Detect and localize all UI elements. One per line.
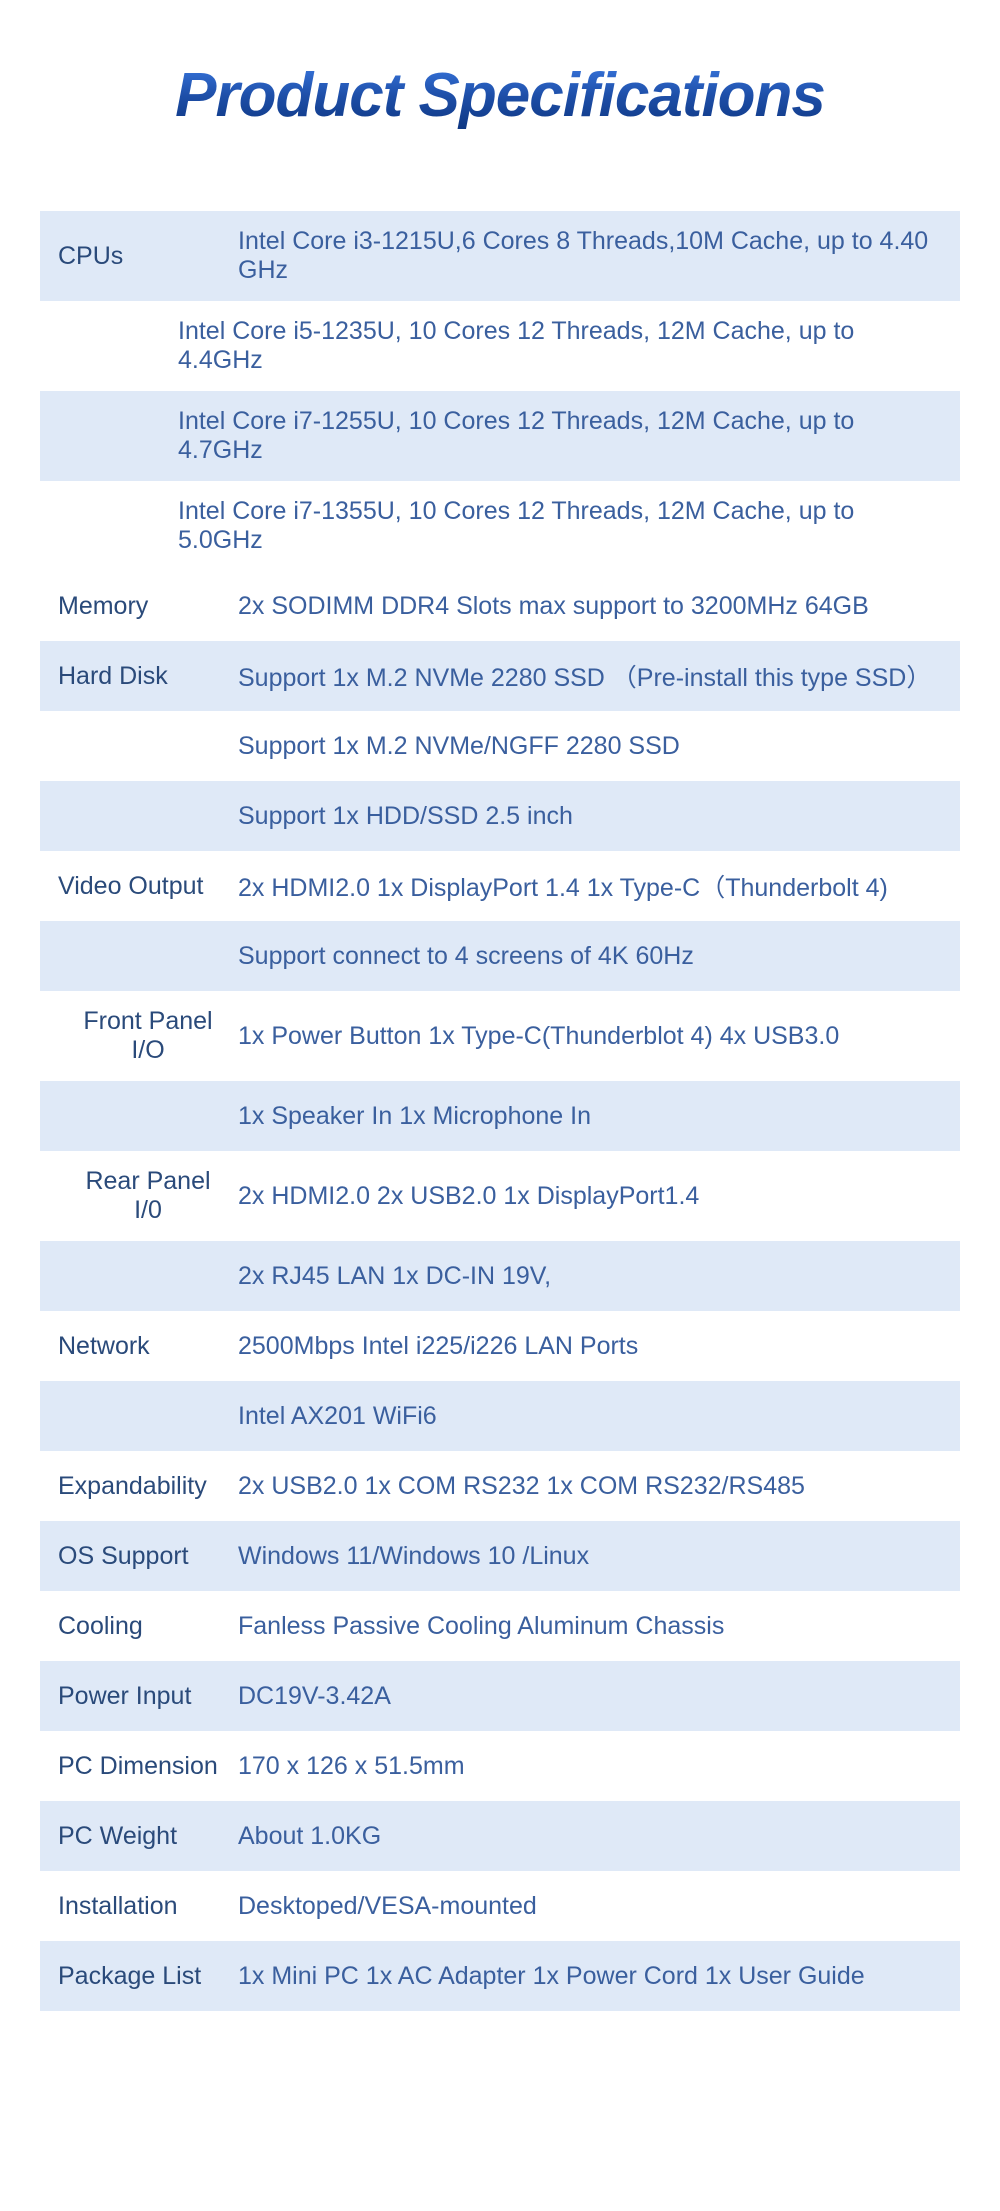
table-row: Intel Core i7-1355U, 10 Cores 12 Threads… — [40, 481, 960, 571]
spec-label: Installation — [58, 1892, 238, 1921]
table-row: Rear PanelI/02x HDMI2.0 2x USB2.0 1x Dis… — [40, 1151, 960, 1241]
spec-value: Fanless Passive Cooling Aluminum Chassis — [238, 1612, 942, 1641]
table-row: Expandability2x USB2.0 1x COM RS232 1x C… — [40, 1451, 960, 1521]
spec-label: CPUs — [58, 242, 238, 271]
table-row: Memory2x SODIMM DDR4 Slots max support t… — [40, 571, 960, 641]
spec-value: Support 1x HDD/SSD 2.5 inch — [238, 802, 942, 831]
spec-value: 2500Mbps Intel i225/i226 LAN Ports — [238, 1332, 942, 1361]
spec-label: Power Input — [58, 1682, 238, 1711]
spec-value: Desktoped/VESA-mounted — [238, 1892, 942, 1921]
spec-value: 170 x 126 x 51.5mm — [238, 1752, 942, 1781]
table-row: OS SupportWindows 11/Windows 10 /Linux — [40, 1521, 960, 1591]
spec-value: Support 1x M.2 NVMe 2280 SSD （Pre-instal… — [238, 658, 942, 694]
spec-label: Front PanelI/O — [58, 1007, 238, 1065]
page-title: Product Specifications — [40, 60, 960, 131]
spec-label: PC Weight — [58, 1822, 238, 1851]
table-row: Package List1x Mini PC 1x AC Adapter 1x … — [40, 1941, 960, 2011]
table-row: Power InputDC19V-3.42A — [40, 1661, 960, 1731]
spec-label: Network — [58, 1332, 238, 1361]
table-row: Intel AX201 WiFi6 — [40, 1381, 960, 1451]
spec-label: PC Dimension — [58, 1752, 238, 1781]
spec-label: Video Output — [58, 872, 238, 901]
spec-value: Intel Core i5-1235U, 10 Cores 12 Threads… — [178, 317, 942, 375]
spec-value: Intel AX201 WiFi6 — [238, 1402, 942, 1431]
spec-label: OS Support — [58, 1542, 238, 1571]
spec-label: Rear PanelI/0 — [58, 1167, 238, 1225]
spec-value: Windows 11/Windows 10 /Linux — [238, 1542, 942, 1571]
spec-value: Support connect to 4 screens of 4K 60Hz — [238, 942, 942, 971]
spec-value: Intel Core i7-1355U, 10 Cores 12 Threads… — [178, 497, 942, 555]
table-row: Support 1x M.2 NVMe/NGFF 2280 SSD — [40, 711, 960, 781]
spec-label: Hard Disk — [58, 662, 238, 691]
spec-label: Memory — [58, 592, 238, 621]
spec-value: Support 1x M.2 NVMe/NGFF 2280 SSD — [238, 732, 942, 761]
table-row: Network2500Mbps Intel i225/i226 LAN Port… — [40, 1311, 960, 1381]
spec-value: 1x Power Button 1x Type-C(Thunderblot 4)… — [238, 1022, 942, 1051]
table-row: Hard DiskSupport 1x M.2 NVMe 2280 SSD （P… — [40, 641, 960, 711]
table-row: Intel Core i7-1255U, 10 Cores 12 Threads… — [40, 391, 960, 481]
spec-value: Intel Core i3-1215U,6 Cores 8 Threads,10… — [238, 227, 942, 285]
spec-value: 2x RJ45 LAN 1x DC-IN 19V, — [238, 1262, 942, 1291]
table-row: Front PanelI/O1x Power Button 1x Type-C(… — [40, 991, 960, 1081]
table-row: 1x Speaker In 1x Microphone In — [40, 1081, 960, 1151]
spec-value: DC19V-3.42A — [238, 1682, 942, 1711]
table-row: Support connect to 4 screens of 4K 60Hz — [40, 921, 960, 991]
table-row: PC Dimension170 x 126 x 51.5mm — [40, 1731, 960, 1801]
spec-label: Expandability — [58, 1472, 238, 1501]
spec-value: Intel Core i7-1255U, 10 Cores 12 Threads… — [178, 407, 942, 465]
spec-table: CPUsIntel Core i3-1215U,6 Cores 8 Thread… — [40, 211, 960, 2011]
table-row: Video Output2x HDMI2.0 1x DisplayPort 1.… — [40, 851, 960, 921]
table-row: Support 1x HDD/SSD 2.5 inch — [40, 781, 960, 851]
spec-value: 1x Speaker In 1x Microphone In — [238, 1102, 942, 1131]
spec-value: About 1.0KG — [238, 1822, 942, 1851]
spec-label: Cooling — [58, 1612, 238, 1641]
table-row: Intel Core i5-1235U, 10 Cores 12 Threads… — [40, 301, 960, 391]
spec-value: 2x SODIMM DDR4 Slots max support to 3200… — [238, 592, 942, 621]
spec-value: 2x HDMI2.0 1x DisplayPort 1.4 1x Type-C（… — [238, 868, 942, 904]
spec-value: 2x HDMI2.0 2x USB2.0 1x DisplayPort1.4 — [238, 1182, 942, 1211]
spec-value: 1x Mini PC 1x AC Adapter 1x Power Cord 1… — [238, 1962, 942, 1991]
spec-value: 2x USB2.0 1x COM RS232 1x COM RS232/RS48… — [238, 1472, 942, 1501]
table-row: CPUsIntel Core i3-1215U,6 Cores 8 Thread… — [40, 211, 960, 301]
table-row: CoolingFanless Passive Cooling Aluminum … — [40, 1591, 960, 1661]
table-row: PC WeightAbout 1.0KG — [40, 1801, 960, 1871]
table-row: InstallationDesktoped/VESA-mounted — [40, 1871, 960, 1941]
table-row: 2x RJ45 LAN 1x DC-IN 19V, — [40, 1241, 960, 1311]
spec-sheet: Product Specifications CPUsIntel Core i3… — [0, 0, 1000, 2051]
spec-label: Package List — [58, 1962, 238, 1991]
